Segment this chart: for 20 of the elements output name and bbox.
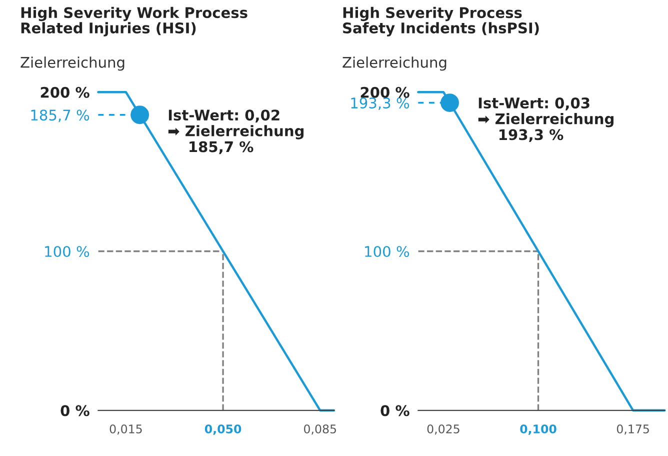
- y-tick-label: 100 %: [365, 246, 410, 258]
- chart-title: High Severity Process Safety Incidents (hsPSI): [343, 6, 539, 36]
- y-axis-title: Zielerreichung: [342, 56, 446, 71]
- y-tick-label: 200 %: [40, 86, 90, 98]
- x-tick-label: 0,015: [110, 424, 142, 435]
- annotation: Ist-Wert: 0,03 ➡ Zielerreichung 193,3 %: [478, 97, 614, 142]
- x-tick-label: 0,175: [616, 424, 649, 435]
- x-tick-label: 0,050: [204, 424, 242, 435]
- y-axis-title: Zielerreichung: [20, 56, 124, 71]
- y-tick-label: 0 %: [380, 405, 410, 416]
- y-tick-label: 100 %: [45, 246, 90, 258]
- x-tick-label: 0,025: [427, 424, 460, 435]
- chart-title: High Severity Work Process Related Injuries (HSI): [21, 6, 248, 36]
- y-tick-label: 0 %: [60, 405, 90, 416]
- annotation: Ist-Wert: 0,02 ➡ Zielerreichung 185,7 %: [168, 110, 304, 154]
- y-tick-label: 200 %: [360, 86, 410, 98]
- x-tick-label: 0,085: [304, 424, 336, 435]
- y-tick-label: 193,3 %: [351, 97, 410, 110]
- x-tick-label: 0,100: [520, 424, 556, 435]
- y-tick-label: 185,7 %: [31, 110, 90, 122]
